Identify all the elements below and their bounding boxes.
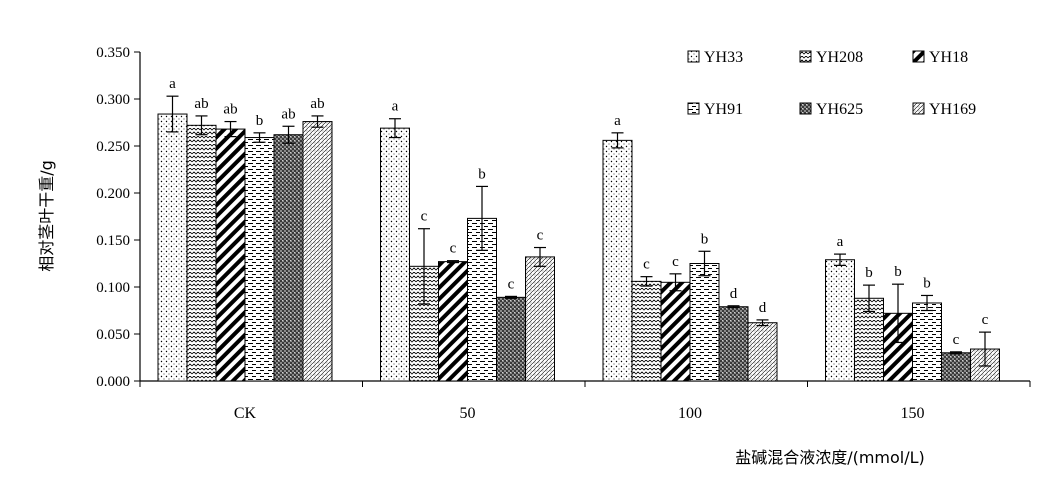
significance-label: b — [894, 264, 902, 280]
x-axis-title: 盐碱混合液浓度/(mmol/L) — [735, 448, 925, 467]
significance-labels: a a a a ab c c b ab c c b b b b b ab c d c ab c d c — [169, 76, 989, 348]
bar-yh33-ck — [157, 113, 188, 382]
bar-yh33-50 — [380, 127, 410, 382]
legend-swatch-yh18 — [912, 50, 925, 63]
significance-label: ab — [281, 106, 295, 122]
y-tick-label: 0.250 — [96, 139, 130, 155]
significance-label: ab — [194, 96, 208, 112]
significance-label: a — [392, 99, 399, 115]
bar-yh91-150 — [912, 302, 942, 382]
significance-label: b — [256, 113, 264, 129]
legend-swatch-yh91 — [687, 102, 700, 115]
significance-label: ab — [223, 102, 237, 118]
legend: YH33 YH208 YH18 YH91 YH625 YH169 — [687, 49, 976, 118]
bar-yh18-ck — [215, 128, 246, 382]
significance-label: c — [537, 228, 544, 244]
legend-label-yh169: YH169 — [929, 101, 976, 118]
error-bars — [166, 95, 991, 367]
bar-yh208-ck — [186, 124, 217, 382]
significance-label: b — [865, 265, 873, 281]
significance-label: c — [450, 241, 457, 257]
bar-yh18-100 — [660, 281, 691, 382]
bar-yh169-50 — [525, 256, 555, 382]
bar-yh625-ck — [273, 134, 304, 382]
bar-yh208-100 — [631, 280, 662, 382]
y-ticks: 0.000 0.050 0.100 0.150 0.200 0.250 0.300 0.350 — [96, 45, 140, 390]
y-axis-title: 相对茎叶干重/g — [37, 160, 56, 272]
x-category-label: CK — [234, 405, 257, 422]
significance-label: c — [643, 257, 650, 273]
significance-label: a — [614, 113, 621, 129]
y-tick-label: 0.000 — [96, 374, 130, 390]
significance-label: a — [837, 234, 844, 250]
bar-yh33-100 — [602, 139, 633, 382]
significance-label: c — [672, 254, 679, 270]
bar-yh169-100 — [747, 322, 778, 382]
bar-yh33-150 — [825, 259, 855, 382]
legend-swatch-yh625 — [799, 102, 812, 115]
legend-label-yh208: YH208 — [816, 49, 863, 66]
bar-yh91-ck — [244, 137, 275, 382]
y-tick-label: 0.200 — [96, 186, 130, 202]
x-ticks: CK 50 100 150 — [139, 381, 1031, 422]
y-tick-label: 0.300 — [96, 92, 130, 108]
significance-label: c — [421, 209, 428, 225]
bar-yh625-100 — [718, 306, 749, 382]
y-tick-label: 0.100 — [96, 280, 130, 296]
bars — [157, 113, 1000, 382]
bar-yh625-150 — [941, 352, 971, 382]
bar-yh169-ck — [302, 121, 333, 382]
significance-label: d — [730, 286, 738, 302]
bar-yh91-100 — [689, 263, 720, 382]
legend-label-yh91: YH91 — [704, 101, 743, 118]
significance-label: c — [982, 312, 989, 328]
x-category-label: 150 — [901, 405, 925, 422]
legend-label-yh18: YH18 — [929, 49, 968, 66]
bar-yh625-50 — [496, 296, 526, 382]
significance-label: b — [923, 275, 931, 291]
x-category-label: 50 — [460, 405, 476, 422]
legend-swatch-yh169 — [912, 102, 925, 115]
legend-swatch-yh208 — [799, 50, 812, 63]
significance-label: b — [701, 231, 709, 247]
y-tick-label: 0.050 — [96, 327, 130, 343]
legend-label-yh33: YH33 — [704, 49, 743, 66]
y-tick-label: 0.350 — [96, 45, 130, 61]
x-category-label: 100 — [678, 405, 702, 422]
significance-label: ab — [310, 96, 324, 112]
significance-label: d — [759, 300, 767, 316]
significance-label: c — [508, 276, 515, 292]
bar-yh18-50 — [438, 261, 468, 382]
legend-label-yh625: YH625 — [816, 101, 863, 118]
significance-label: b — [478, 166, 486, 182]
significance-label: c — [953, 332, 960, 348]
y-tick-label: 0.150 — [96, 233, 130, 249]
significance-label: a — [169, 76, 176, 92]
legend-swatch-yh33 — [687, 50, 700, 63]
